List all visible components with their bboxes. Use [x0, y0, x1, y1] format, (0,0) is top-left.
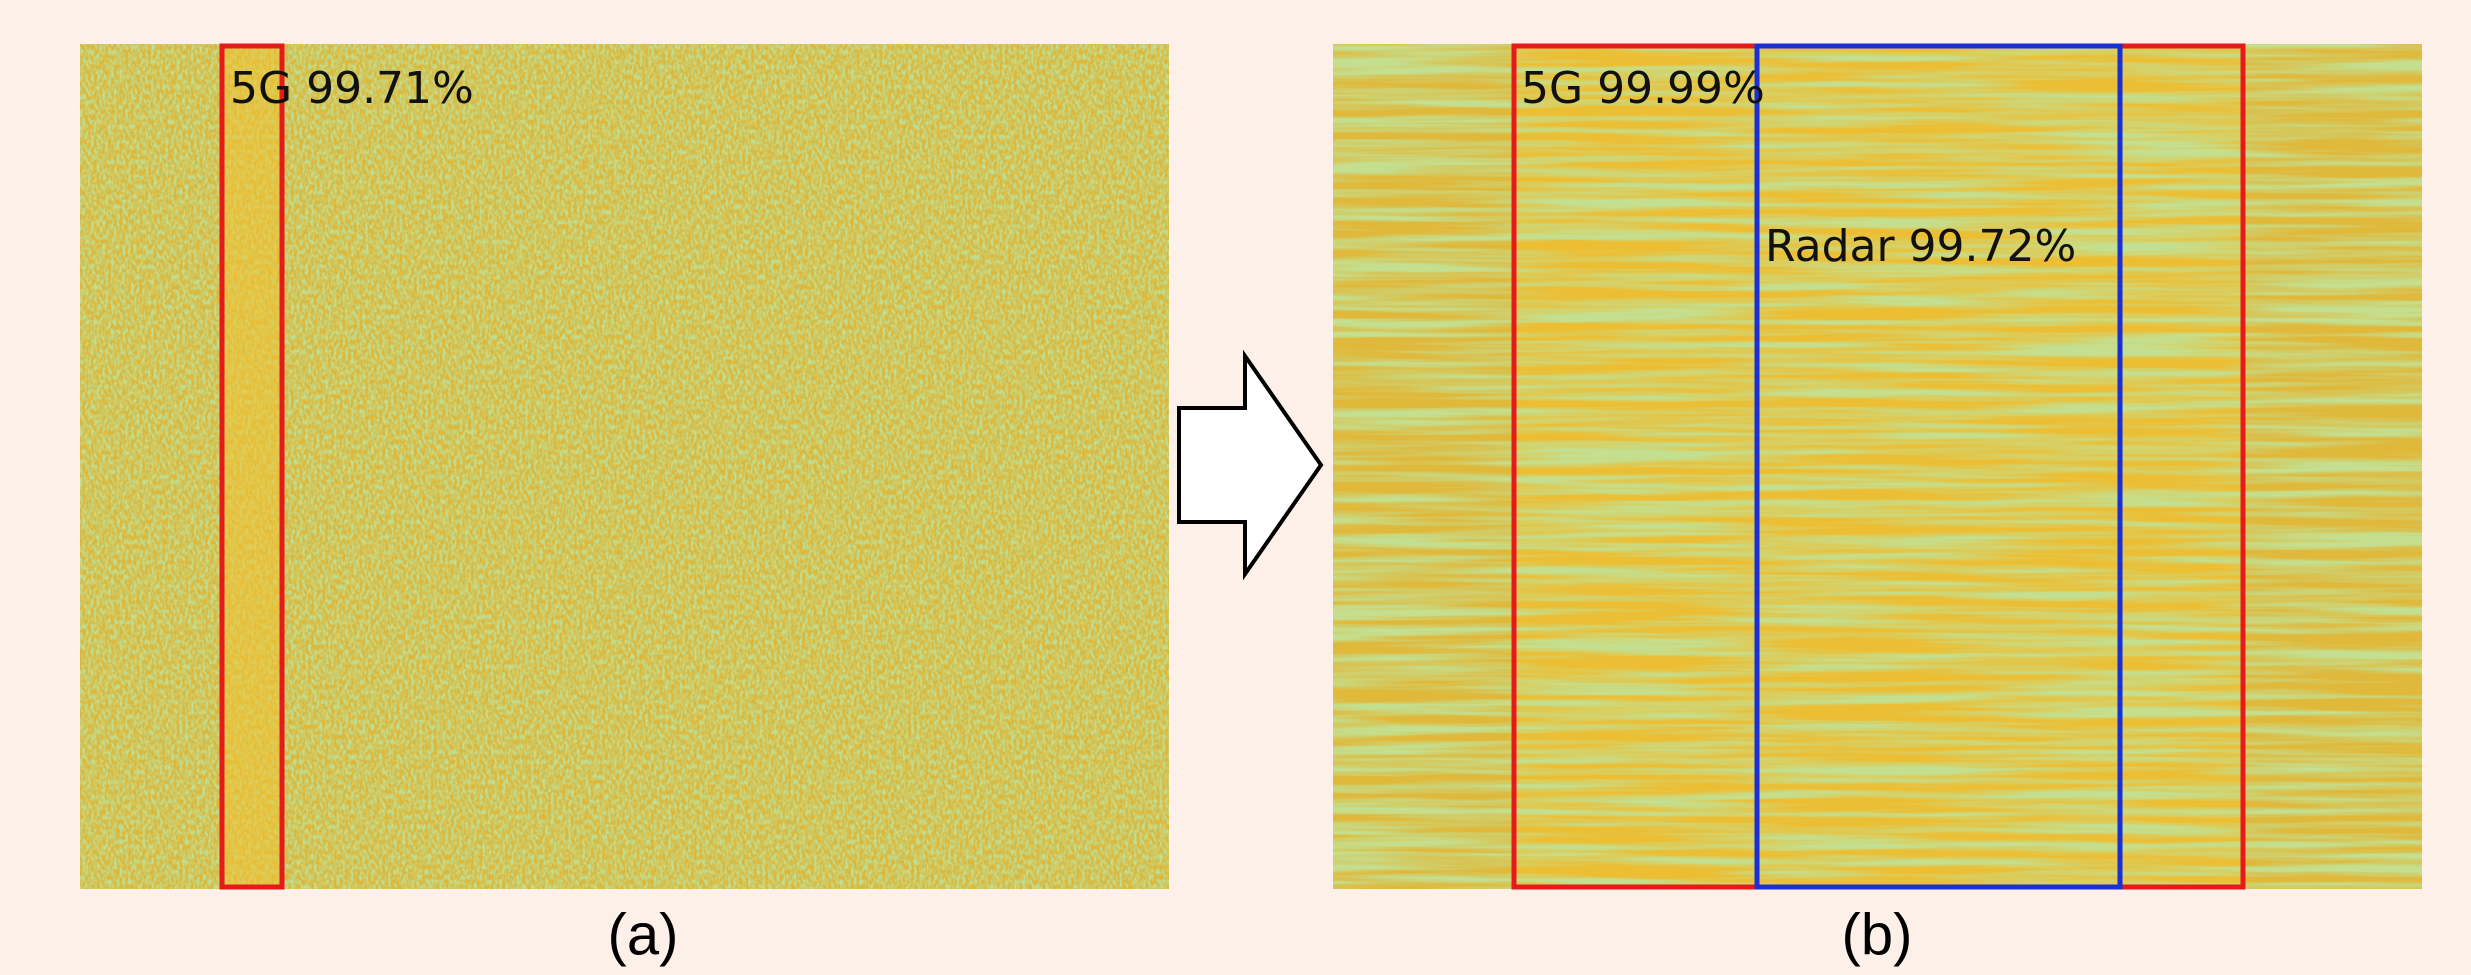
detection-label: 5G 99.71% [230, 63, 474, 114]
panel-b: 5G 99.99% Radar 99.72% (b) [1333, 44, 2422, 967]
detection-label: Radar 99.72% [1765, 221, 2076, 272]
panel-a: 5G 99.71% (a) [80, 44, 1169, 967]
spectrogram-noise [1333, 44, 2422, 889]
figure: 5G 99.71% (a) 5G 99.99% Radar 99.72% (b) [0, 0, 2471, 975]
arrow [1179, 356, 1321, 574]
caption: (b) [1842, 902, 1913, 967]
caption: (a) [608, 902, 679, 967]
signal-band [224, 44, 280, 889]
detection-label: 5G 99.99% [1521, 63, 1765, 114]
